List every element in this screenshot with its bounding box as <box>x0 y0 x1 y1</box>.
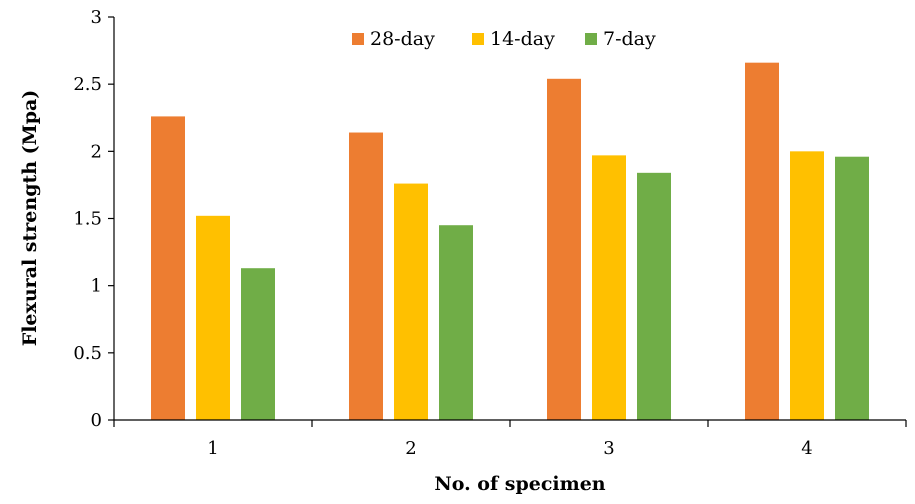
x-tick-label: 4 <box>801 438 812 459</box>
y-tick-label: 1.5 <box>73 209 102 230</box>
bar-28-day-2 <box>349 132 383 420</box>
bar-28-day-3 <box>547 78 581 420</box>
bar-7-day-4 <box>835 156 869 420</box>
bar-14-day-1 <box>196 215 230 420</box>
y-tick-label: 2.5 <box>73 74 102 95</box>
bar-28-day-4 <box>745 62 779 420</box>
y-tick-label: 1 <box>91 276 102 297</box>
legend-swatch-7-day <box>585 33 597 45</box>
bar-14-day-2 <box>394 183 428 420</box>
x-axis-title: No. of specimen <box>434 473 605 495</box>
bar-7-day-3 <box>637 172 671 420</box>
y-axis-title: Flexural strength (Mpa) <box>19 90 41 347</box>
legend-label-7-day: 7-day <box>603 28 656 50</box>
bar-7-day-2 <box>439 225 473 420</box>
legend-swatch-28-day <box>352 33 364 45</box>
bar-14-day-4 <box>790 151 824 421</box>
legend-label-14-day: 14-day <box>490 28 555 50</box>
x-tick-label: 3 <box>603 438 614 459</box>
legend-swatch-14-day <box>472 33 484 45</box>
y-tick-label: 0 <box>91 410 102 431</box>
y-tick-label: 0.5 <box>73 343 102 364</box>
bar-7-day-1 <box>241 268 275 420</box>
legend-label-28-day: 28-day <box>370 28 435 50</box>
x-tick-label: 2 <box>405 438 416 459</box>
bar-14-day-3 <box>592 155 626 420</box>
bar-28-day-1 <box>151 116 185 420</box>
y-tick-label: 3 <box>91 7 102 28</box>
x-tick-label: 1 <box>207 438 218 459</box>
y-tick-label: 2 <box>91 141 102 162</box>
